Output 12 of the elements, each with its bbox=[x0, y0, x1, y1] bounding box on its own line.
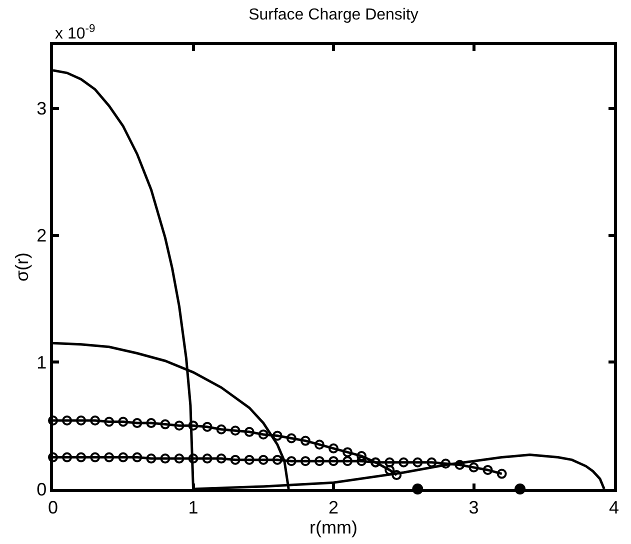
text: x 10$^{-9}$ bbox=[55, 23, 96, 43]
x-axis-title: r(mm) bbox=[310, 517, 358, 538]
y-tick-label: 1 bbox=[36, 352, 47, 372]
y-tick-label: 0 bbox=[36, 479, 47, 500]
chart-title: Surface Charge Density bbox=[248, 6, 418, 24]
x-tick-label: 2 bbox=[328, 497, 339, 518]
x-tick-label: 1 bbox=[188, 497, 198, 518]
x-tick-label: 3 bbox=[468, 497, 479, 518]
y-tick-label: 3 bbox=[36, 98, 47, 119]
y-axis-title: σ(r) bbox=[12, 252, 32, 282]
x-tick-label: 4 bbox=[608, 497, 620, 518]
y-tick-label: 2 bbox=[36, 226, 47, 246]
